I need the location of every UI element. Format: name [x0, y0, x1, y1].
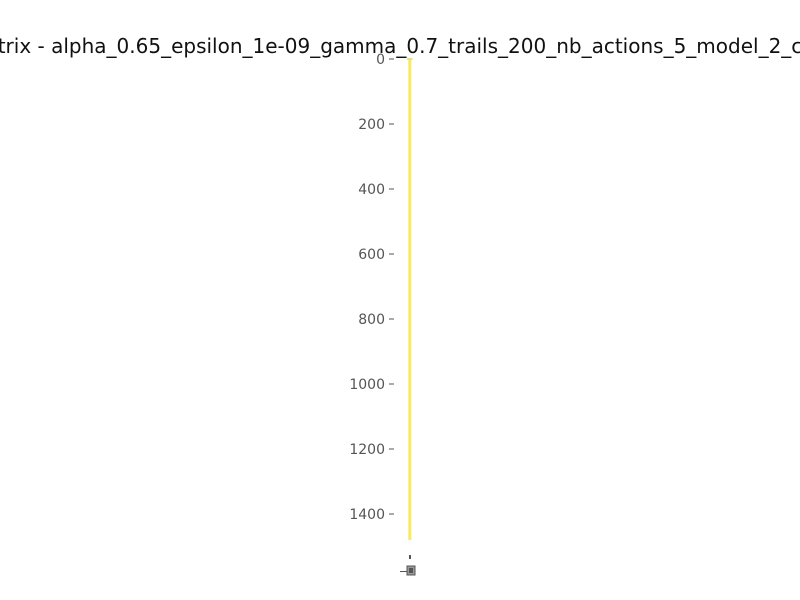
- y-tick-label: 0: [376, 52, 385, 68]
- heatmap-strip-core: [409, 59, 411, 540]
- chart-title: trix - alpha_0.65_epsilon_1e-09_gamma_0.…: [0, 34, 800, 58]
- y-tick-label: 1200: [349, 442, 385, 458]
- y-tick-label: 1000: [349, 377, 385, 393]
- colorbar: [400, 555, 416, 576]
- colorbar-fill: [409, 568, 413, 573]
- heatmap-top-cap: [407, 58, 413, 60]
- y-tick-label: 1400: [349, 507, 385, 523]
- y-tick-label: 600: [358, 247, 385, 263]
- colorbar-tick: [409, 555, 411, 559]
- y-tick-label: 400: [358, 182, 385, 198]
- heatmap-group: [407, 58, 413, 540]
- y-tick-label: 200: [358, 117, 385, 133]
- y-tick-label: 800: [358, 312, 385, 328]
- y-axis: 0 200 400 600 800 1000 1200 1400: [349, 52, 394, 523]
